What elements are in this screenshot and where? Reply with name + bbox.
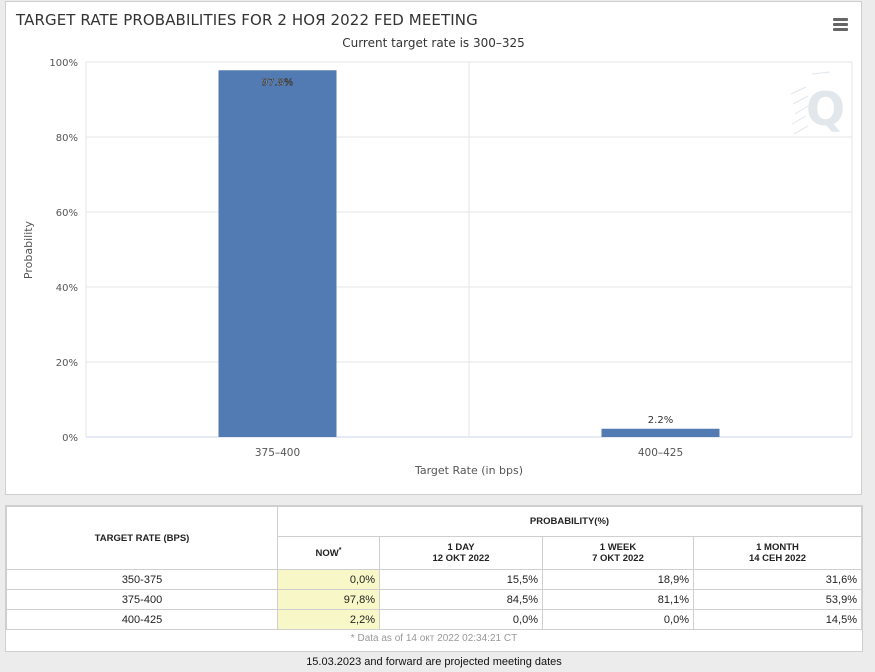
chart-subtitle: Current target rate is 300–325 xyxy=(342,36,525,50)
probability-column-header: PROBABILITY(%) xyxy=(277,506,862,537)
one-month-value-cell: 14,5% xyxy=(693,609,862,630)
one-day-value-cell: 84,5% xyxy=(379,589,543,610)
y-tick-label: 100% xyxy=(49,58,78,69)
rate-cell: 400-425 xyxy=(6,609,278,630)
probability-table: TARGET RATE (BPS) PROBABILITY(%) NOW* 1 … xyxy=(6,506,862,647)
bar-chart: Q 0% 20% 40% 60% 80% 100% 97.8% 375–400 2.2% 400–… xyxy=(22,58,853,477)
one-week-column-header: 1 WEEK 7 OKT 2022 xyxy=(542,536,694,570)
menu-bar-icon xyxy=(833,28,848,31)
y-tick-label: 80% xyxy=(56,133,78,144)
data-label: 97.8% xyxy=(262,77,294,88)
svg-text:Q: Q xyxy=(806,82,845,136)
column-header-line1: 1 WEEK xyxy=(599,542,637,553)
column-header-date: 14 СЕН 2022 xyxy=(748,553,807,564)
y-tick-label: 0% xyxy=(62,433,78,444)
one-day-value-cell: 15,5% xyxy=(379,569,543,590)
x-tick-label: 375–400 xyxy=(255,447,300,459)
bar xyxy=(601,428,720,437)
x-axis-label: Target Rate (in bps) xyxy=(414,464,523,477)
projected-dates-note: 15.03.2023 and forward are projected mee… xyxy=(306,656,562,668)
now-label: NOW xyxy=(315,548,339,560)
chart-title: TARGET RATE PROBABILITIES FOR 2 НОЯ 2022… xyxy=(16,11,478,29)
column-header-date: 7 OKT 2022 xyxy=(592,553,644,564)
menu-bar-icon xyxy=(833,23,848,26)
now-value-cell: 0,0% xyxy=(277,569,380,590)
y-tick-label: 60% xyxy=(56,208,78,219)
one-month-column-header: 1 MONTH 14 СЕН 2022 xyxy=(693,536,862,570)
table-row: 375-400 97,8% 84,5% 81,1% 53,9% xyxy=(6,589,862,610)
hamburger-menu-button[interactable] xyxy=(832,16,850,32)
column-header-date: 12 OKT 2022 xyxy=(432,553,490,564)
chart-panel: TARGET RATE PROBABILITIES FOR 2 НОЯ 2022… xyxy=(5,1,862,495)
one-week-value-cell: 81,1% xyxy=(542,589,694,610)
now-marker: * xyxy=(338,546,342,554)
probability-table-panel: TARGET RATE (BPS) PROBABILITY(%) NOW* 1 … xyxy=(5,505,863,652)
menu-bar-icon xyxy=(833,18,848,21)
rate-column-header: TARGET RATE (BPS) xyxy=(6,506,278,570)
now-column-header: NOW* xyxy=(277,536,380,570)
one-month-value-cell: 31,6% xyxy=(693,569,862,590)
one-week-value-cell: 18,9% xyxy=(542,569,694,590)
rate-cell: 375-400 xyxy=(6,589,278,610)
data-label: 2.2% xyxy=(648,415,673,426)
y-tick-label: 40% xyxy=(56,283,78,294)
y-tick-label: 20% xyxy=(56,358,78,369)
column-header-line1: 1 DAY xyxy=(447,542,475,553)
one-month-value-cell: 53,9% xyxy=(693,589,862,610)
table-row: 400-425 2,2% 0,0% 0,0% 14,5% xyxy=(6,609,862,630)
one-week-value-cell: 0,0% xyxy=(542,609,694,630)
one-day-column-header: 1 DAY 12 OKT 2022 xyxy=(379,536,543,570)
data-timestamp-footnote: * Data as of 14 окт 2022 02:34:21 CT xyxy=(6,629,862,647)
table-row: 350-375 0,0% 15,5% 18,9% 31,6% xyxy=(6,569,862,590)
x-tick-label: 400–425 xyxy=(638,447,683,459)
bar xyxy=(218,70,337,437)
one-day-value-cell: 0,0% xyxy=(379,609,543,630)
column-header-line1: 1 MONTH xyxy=(756,542,799,553)
q-logo-watermark: Q xyxy=(790,71,845,136)
now-value-cell: 2,2% xyxy=(277,609,380,630)
y-axis-label: Probability xyxy=(22,220,35,279)
now-value-cell: 97,8% xyxy=(277,589,380,610)
rate-cell: 350-375 xyxy=(6,569,278,590)
